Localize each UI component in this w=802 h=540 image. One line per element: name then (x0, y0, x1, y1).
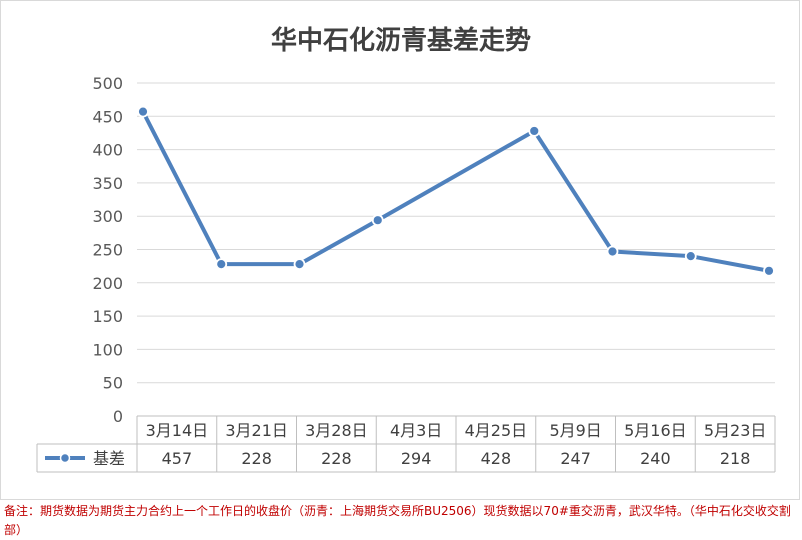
data-point (528, 125, 541, 137)
y-tick-label: 100 (92, 340, 123, 359)
gridlines (137, 82, 775, 417)
data-point (137, 105, 149, 118)
table-value: 228 (321, 449, 352, 468)
table-value: 247 (560, 449, 591, 468)
data-point (684, 250, 697, 263)
series-line (141, 109, 771, 273)
data-point (763, 264, 775, 277)
y-tick-label: 450 (92, 107, 123, 126)
data-table: 3月14日 457 3月21日 228 3月28日 228 4月3日 294 4月25日 428 5… (36, 415, 776, 473)
x-category-label: 5月16日 (624, 421, 687, 440)
data-point (371, 214, 384, 227)
y-tick-label: 0 (113, 407, 123, 426)
line-chart: 华中石化沥青基差走势 0 50 100 150 200 250 300 350 400 450 50… (36, 25, 776, 473)
x-category-label: 5月9日 (549, 421, 601, 440)
x-category-label: 5月23日 (704, 421, 767, 440)
table-value: 294 (401, 449, 432, 468)
y-tick-label: 50 (103, 374, 123, 393)
x-category-label: 4月3日 (390, 421, 442, 440)
table-value: 218 (720, 449, 751, 468)
data-point (215, 258, 228, 271)
y-axis-ticks: 0 50 100 150 200 250 300 350 400 450 500 (92, 74, 123, 426)
footnote: 备注：期货数据为期货主力合约上一个工作日的收盘价（沥青：上海期货交易所BU250… (4, 504, 791, 537)
chart-frame: 华中石化沥青基差走势 0 50 100 150 200 250 300 350 400 450 50… (0, 0, 800, 500)
table-value: 428 (481, 449, 512, 468)
y-tick-label: 300 (92, 207, 123, 226)
x-category-label: 4月25日 (465, 421, 528, 440)
y-tick-label: 500 (92, 74, 123, 93)
table-value: 240 (640, 449, 671, 468)
legend-marker (59, 452, 71, 464)
legend-label: 基差 (93, 449, 125, 468)
table-value: 228 (241, 449, 272, 468)
series-layer (137, 105, 775, 277)
data-point (606, 245, 619, 258)
x-category-label: 3月28日 (305, 421, 368, 440)
x-category-label: 3月14日 (146, 421, 209, 440)
y-tick-label: 250 (92, 241, 123, 260)
y-tick-label: 350 (92, 174, 123, 193)
x-category-label: 3月21日 (225, 421, 288, 440)
y-tick-label: 400 (92, 141, 123, 160)
y-tick-label: 150 (92, 307, 123, 326)
chart-title: 华中石化沥青基差走势 (271, 25, 531, 56)
table-value: 457 (162, 449, 193, 468)
data-point (293, 258, 306, 271)
y-tick-label: 200 (92, 274, 123, 293)
